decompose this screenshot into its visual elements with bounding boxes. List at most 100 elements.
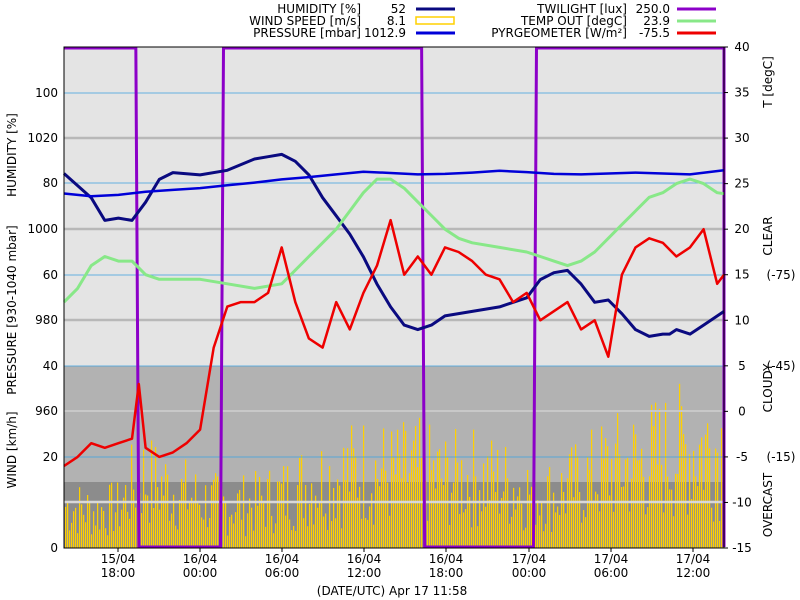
wind-bar [365, 518, 367, 548]
wind-bar [329, 466, 331, 548]
x-tick-date: 17/04 [512, 552, 547, 566]
wind-tick-label: 20 [43, 450, 58, 464]
wind-bar [709, 448, 711, 548]
wind-bar [287, 466, 289, 548]
wind-bar [99, 529, 101, 548]
wind-bar [429, 424, 431, 548]
wind-bar [635, 434, 637, 548]
wind-bar [351, 425, 353, 548]
wind-bar [293, 525, 295, 548]
pyrgeometer-tick-label: (-75) [767, 268, 796, 282]
wind-bar [81, 504, 83, 548]
pyrgeometer-tick-label: (-45) [767, 359, 796, 373]
wind-bar [693, 450, 695, 548]
wind-bar [105, 528, 107, 548]
temperature-tick-label: 20 [734, 222, 749, 236]
wind-bar [235, 512, 237, 548]
wind-bar [249, 498, 251, 548]
wind-bar [717, 452, 719, 548]
wind-bar [517, 496, 519, 548]
wind-bar [707, 423, 709, 548]
wind-bar [255, 471, 257, 548]
x-tick-date: 16/04 [347, 552, 382, 566]
legend-name: TEMP OUT [degC] [520, 14, 627, 28]
wind-bar [133, 489, 135, 548]
pressure-tick-label: 960 [35, 404, 58, 418]
wind-bar [495, 491, 497, 548]
wind-bar [597, 494, 599, 548]
wind-bar [225, 502, 227, 548]
wind-bar [661, 464, 663, 548]
wind-bar [397, 429, 399, 548]
wind-bar [641, 448, 643, 548]
wind-bar [711, 507, 713, 548]
wind-bar [275, 523, 277, 548]
wind-bar [645, 514, 647, 548]
wind-bar [461, 460, 463, 548]
wind-bar [363, 425, 365, 548]
wind-bar [303, 518, 305, 548]
wind-bar [465, 509, 467, 548]
x-axis-label: (DATE/UTC) Apr 17 11:58 [317, 584, 467, 598]
wind-bar [347, 448, 349, 548]
wind-bar [317, 507, 319, 548]
wind-bar [463, 512, 465, 548]
wind-bar [411, 450, 413, 548]
wind-bar [441, 478, 443, 548]
wind-bar [101, 507, 103, 548]
wind-bar [473, 429, 475, 548]
wind-bar [391, 431, 393, 548]
wind-bar [561, 473, 563, 548]
legend-value: 1012.9 [364, 26, 406, 40]
wind-bar [285, 515, 287, 548]
wind-bar [369, 506, 371, 548]
wind-bar [309, 503, 311, 548]
wind-bar [149, 522, 151, 548]
wind-bar [297, 485, 299, 548]
wind-bar [155, 446, 157, 548]
legend-name: PRESSURE [mbar] [253, 26, 361, 40]
wind-bar [117, 482, 119, 548]
wind-bar [383, 428, 385, 548]
wind-bar [417, 467, 419, 548]
pressure-tick-label: 1000 [27, 222, 58, 236]
wind-bar [129, 518, 131, 548]
wind-bar [335, 518, 337, 548]
wind-bar [379, 486, 381, 548]
wind-bar [585, 517, 587, 548]
wind-bar [651, 404, 653, 548]
wind-bar [687, 514, 689, 548]
wind-bar [409, 473, 411, 548]
wind-bar [601, 426, 603, 548]
wind-bar [607, 446, 609, 548]
wind-bar [195, 474, 197, 548]
wind-bar [159, 509, 161, 548]
wind-bar [265, 526, 267, 548]
wind-bar [377, 478, 379, 548]
wind-bar [541, 502, 543, 548]
wind-bar [241, 519, 243, 548]
wind-bar [671, 489, 673, 548]
wind-bar [659, 408, 661, 548]
wind-bar [589, 469, 591, 548]
wind-tick-label: 0 [50, 541, 58, 555]
wind-bar [211, 485, 213, 548]
wind-bar [93, 511, 95, 548]
x-tick-time: 18:00 [429, 566, 464, 580]
wind-bar [269, 470, 271, 548]
wind-bar [667, 476, 669, 548]
wind-bar [169, 520, 171, 548]
wind-bar [233, 523, 235, 548]
wind-bar [279, 481, 281, 548]
wind-bar [325, 513, 327, 548]
wind-bar [663, 512, 665, 548]
wind-bar [337, 479, 339, 548]
x-axis-ticks: 15/0418:0016/0400:0016/0406:0016/0412:00… [101, 548, 710, 580]
wind-bar [375, 460, 377, 548]
temperature-tick-label: 25 [734, 177, 749, 191]
wind-bar [407, 482, 409, 548]
wind-bar [359, 486, 361, 548]
wind-bar [141, 513, 143, 548]
wind-bar [595, 491, 597, 548]
wind-bar [537, 500, 539, 548]
